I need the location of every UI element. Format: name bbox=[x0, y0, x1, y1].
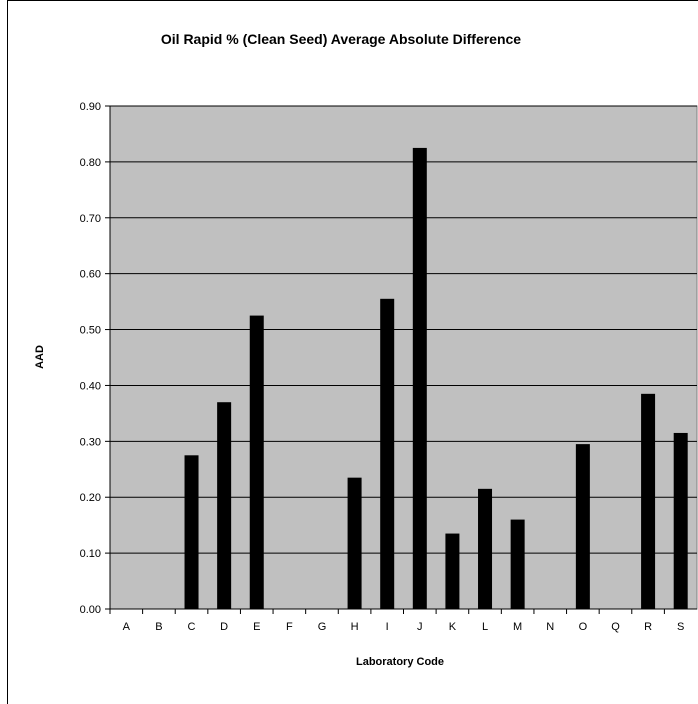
y-axis-label: AAD bbox=[34, 345, 46, 369]
bar-H bbox=[347, 477, 362, 609]
bar-R bbox=[641, 393, 656, 609]
x-axis-label: Laboratory Code bbox=[356, 656, 444, 668]
x-tick-label-A: A bbox=[123, 621, 131, 633]
y-tick-label: 0.90 bbox=[80, 101, 101, 113]
x-tick-label-E: E bbox=[253, 621, 260, 633]
x-tick-label-S: S bbox=[677, 621, 684, 633]
bar-D bbox=[217, 402, 232, 609]
bar-S bbox=[673, 432, 688, 609]
x-tick-label-M: M bbox=[513, 621, 522, 633]
y-tick-label: 0.30 bbox=[80, 436, 101, 448]
chart-title: Oil Rapid % (Clean Seed) Average Absolut… bbox=[161, 31, 521, 47]
x-tick-label-D: D bbox=[220, 621, 228, 633]
bar-C bbox=[184, 455, 199, 609]
bar-K bbox=[445, 533, 460, 609]
bar-L bbox=[478, 488, 493, 609]
x-tick-label-R: R bbox=[644, 621, 652, 633]
y-ticks: 0.00 0.10 0.20 0.30 0.40 0.50 0.60 0.70 0.80 0.90 bbox=[80, 101, 110, 616]
bar-I bbox=[380, 298, 395, 609]
gridlines bbox=[110, 105, 697, 554]
y-tick-label: 0.10 bbox=[80, 548, 101, 560]
bar-M bbox=[510, 519, 525, 609]
y-tick-label: 0.20 bbox=[80, 492, 101, 504]
x-tick-label-B: B bbox=[155, 621, 162, 633]
y-tick-label: 0.00 bbox=[80, 604, 101, 616]
bars bbox=[184, 147, 688, 609]
x-tick-label-L: L bbox=[482, 621, 488, 633]
y-tick-label: 0.40 bbox=[80, 380, 101, 392]
y-tick-label: 0.70 bbox=[80, 213, 101, 225]
x-tick-label-O: O bbox=[579, 621, 588, 633]
y-tick-label: 0.60 bbox=[80, 269, 101, 281]
bar-J bbox=[412, 147, 427, 609]
y-tick-label: 0.80 bbox=[80, 157, 101, 169]
plot-area bbox=[109, 105, 698, 610]
x-tick-label-F: F bbox=[286, 621, 293, 633]
x-tick-label-K: K bbox=[449, 621, 457, 633]
x-tick-label-Q: Q bbox=[611, 621, 620, 633]
bar-O bbox=[575, 444, 590, 609]
x-tick-label-H: H bbox=[351, 621, 359, 633]
y-tick-label: 0.50 bbox=[80, 325, 101, 337]
bar-E bbox=[249, 315, 264, 609]
x-tick-label-N: N bbox=[546, 621, 554, 633]
x-tick-label-J: J bbox=[417, 621, 423, 633]
x-tick-label-C: C bbox=[188, 621, 196, 633]
x-tick-label-I: I bbox=[386, 621, 389, 633]
x-tick-label-G: G bbox=[318, 621, 327, 633]
